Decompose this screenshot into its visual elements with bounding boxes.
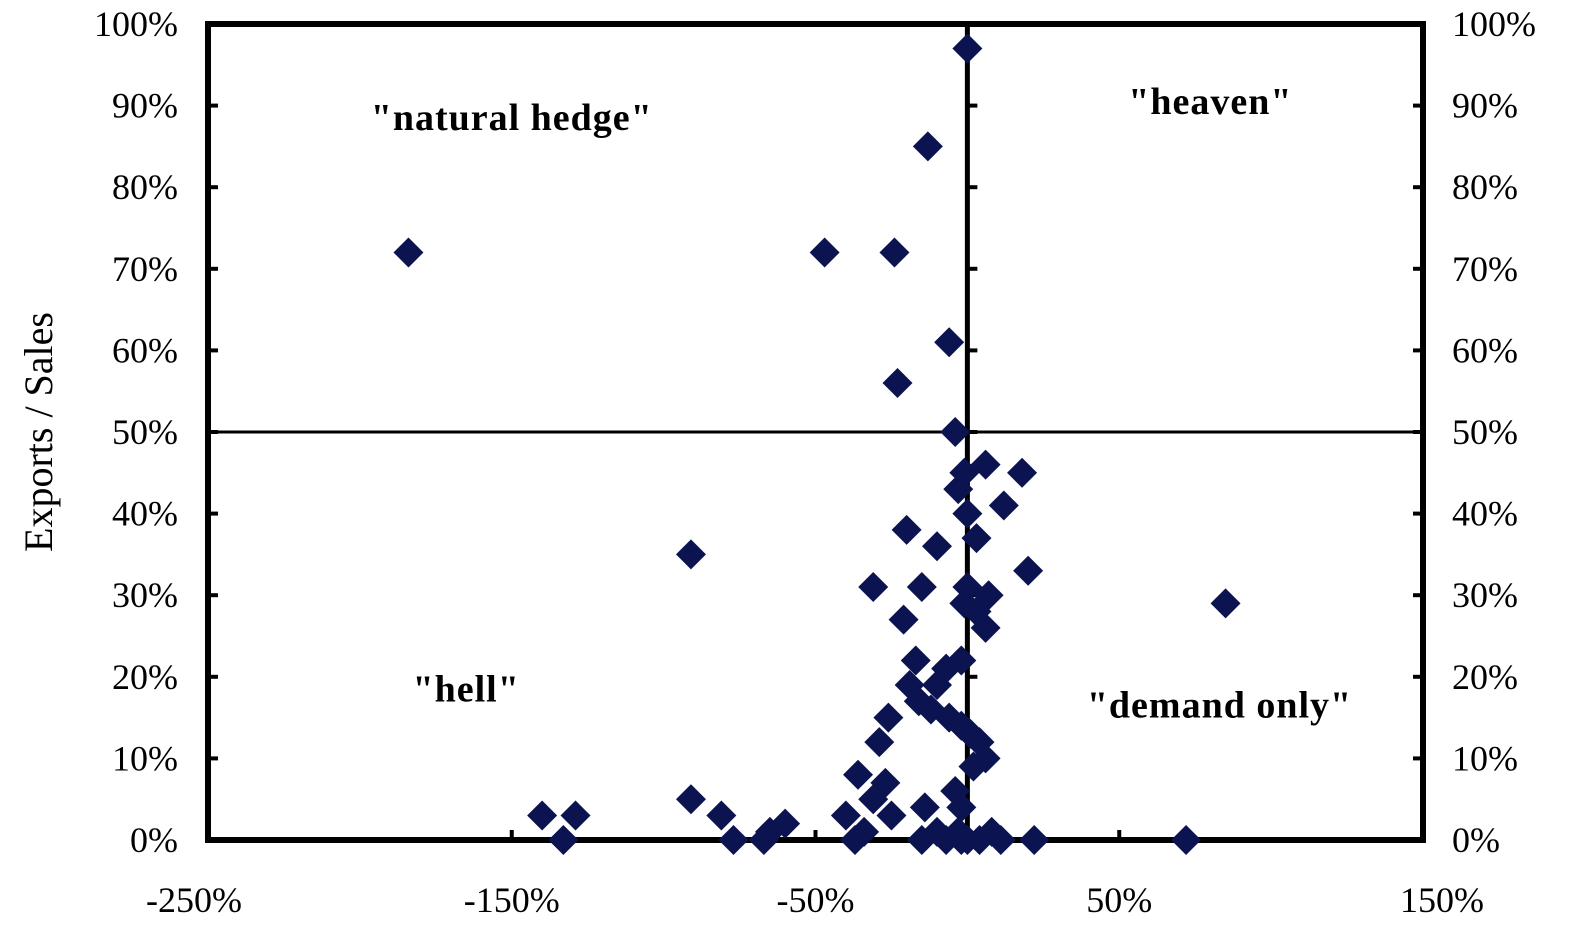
data-point [1013,555,1044,586]
y-tick-label: 60% [112,330,178,370]
data-point [940,417,971,447]
data-point [748,825,779,855]
x-tick-label: -50% [777,880,855,920]
y-tick-label: 0% [130,820,178,860]
data-point [858,784,889,815]
data-point [858,572,889,603]
x-tick-label: -150% [464,880,560,920]
y-tick-label-right: 100% [1452,4,1536,44]
data-point [922,531,952,562]
y-tick-label: 50% [112,412,178,452]
y-tick-label-right: 0% [1452,820,1500,860]
y-axis-title: Exports / Sales [16,312,61,552]
x-tick-label: -250% [146,880,242,920]
data-point [900,645,931,676]
y-tick-label-right: 90% [1452,86,1518,126]
data-point [560,800,591,831]
y-tick-label: 30% [112,575,178,615]
data-point [548,825,579,855]
data-point [873,702,904,733]
data-point [706,800,737,831]
data-point [891,514,922,545]
data-point [393,237,424,268]
data-point [527,800,558,831]
y-tick-label: 40% [112,494,178,534]
quadrant-annotation: "heaven" [1128,81,1292,123]
data-point [1171,825,1202,855]
y-tick-label-right: 30% [1452,575,1518,615]
data-point [985,825,1016,855]
data-point [830,800,861,831]
y-tick-label: 20% [112,657,178,697]
data-point [675,784,706,815]
y-tick-label-right: 60% [1452,330,1518,370]
y-tick-label: 10% [112,738,178,778]
data-point [943,474,974,505]
quadrant-annotation: "natural hedge" [371,97,653,139]
y-tick-label: 70% [112,249,178,289]
data-point [952,33,983,64]
y-tick-label-right: 10% [1452,738,1518,778]
data-point [970,612,1001,643]
quadrant-annotation: "hell" [413,668,520,710]
data-point [906,825,937,855]
y-tick-label: 100% [94,4,178,44]
data-point [946,792,977,823]
data-point [1019,825,1050,855]
data-point [909,792,940,823]
y-tick-label-right: 50% [1452,412,1518,452]
y-tick-label-right: 80% [1452,167,1518,207]
data-point [809,237,840,268]
y-tick-label-right: 40% [1452,494,1518,534]
data-point [958,751,989,782]
data-point [961,523,992,554]
data-point [988,490,1019,521]
data-point [934,327,965,358]
data-point [876,800,907,831]
data-point [1210,588,1241,619]
data-point [864,727,895,758]
x-tick-label: 50% [1086,880,1152,920]
data-point [931,825,962,855]
data-point [882,368,913,399]
data-point [922,669,952,700]
data-point [879,237,910,268]
data-point [675,539,706,570]
data-point [912,131,943,162]
quadrant-annotation: "demand only" [1087,685,1352,727]
data-point [843,759,874,790]
data-point [952,498,983,529]
y-tick-label: 80% [112,167,178,207]
data-point [964,825,995,855]
y-tick-label: 90% [112,86,178,126]
y-tick-label-right: 70% [1452,249,1518,289]
x-tick-label: 150% [1400,880,1484,920]
data-point [839,825,870,855]
data-point [906,572,937,603]
data-point [718,825,749,855]
y-tick-label-right: 20% [1452,657,1518,697]
data-point [888,604,919,635]
data-point [1007,457,1038,488]
